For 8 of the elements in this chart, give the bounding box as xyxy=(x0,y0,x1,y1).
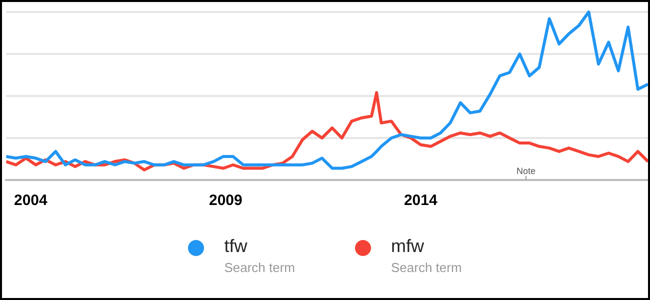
x-tick-label: 2009 xyxy=(208,192,242,210)
annotation: Note xyxy=(516,166,536,176)
x-tick-label: 2014 xyxy=(404,192,438,210)
text: Search term xyxy=(224,260,295,275)
x-tick-label: 2004 xyxy=(14,192,48,210)
legend-label: mfw xyxy=(391,236,425,257)
text: Search term xyxy=(391,260,462,275)
legend-label: tfw xyxy=(224,236,248,257)
